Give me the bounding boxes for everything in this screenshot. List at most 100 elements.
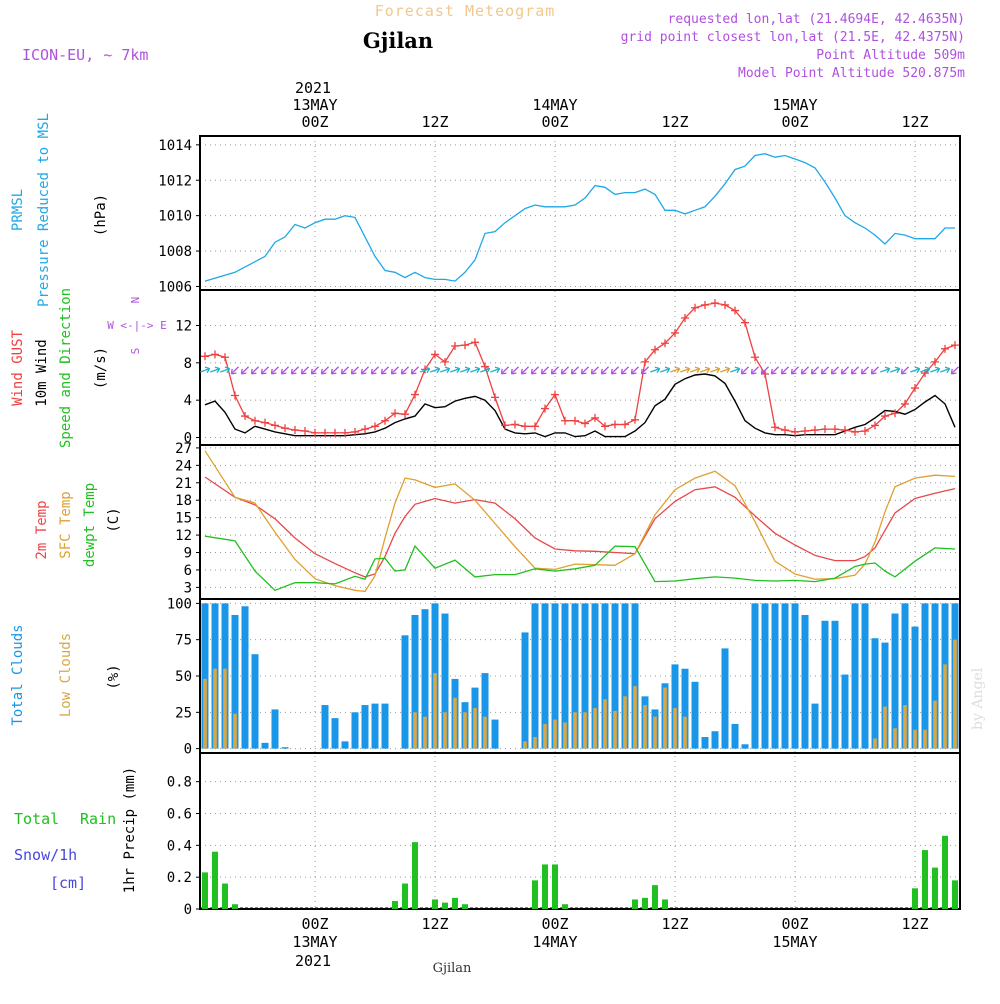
wind-arrow-head [684, 366, 691, 374]
low-cloud-bar [523, 741, 527, 749]
gust-point [611, 420, 619, 429]
wind-arrow-head [280, 368, 287, 375]
precip-bar [432, 899, 438, 909]
wind-arrow-head [924, 366, 931, 374]
wind-arrow [310, 366, 319, 375]
total-cloud-bar [841, 674, 849, 749]
wind-arrow-shaft [531, 366, 539, 375]
gust-point [691, 303, 699, 312]
precip-bar [912, 888, 918, 909]
total-cloud-bar [901, 603, 909, 749]
wind-arrow [470, 366, 481, 374]
wind-arrow-head [724, 366, 731, 374]
low-cloud-bar [573, 712, 577, 749]
gust-point [681, 314, 689, 323]
total-cloud-bar [441, 613, 449, 749]
total-cloud-bar [701, 737, 709, 749]
gust-point [231, 391, 239, 400]
low-cloud-bar [233, 713, 237, 749]
wind-arrow-shaft [581, 366, 589, 375]
pressure-line [204, 153, 955, 282]
low-cloud-bar [933, 700, 937, 749]
pressure-label-msl: Pressure Reduced to MSL [36, 113, 52, 307]
marks-layer [200, 153, 960, 909]
total-cloud-bar [321, 705, 329, 749]
wind-arrow-head [770, 368, 777, 375]
model-label: ICON-EU, ~ 7km [22, 46, 148, 64]
wind-arrow-head [800, 368, 807, 375]
gust-point [451, 342, 459, 351]
requested-lonlat: requested lon,lat (21.4694E, 42.4635N) [668, 12, 965, 27]
wind-arrow [480, 366, 491, 374]
wind-arrow-shaft [761, 366, 769, 375]
total-cloud-bar [671, 664, 679, 749]
gust-point [361, 425, 369, 434]
precip-bar [642, 897, 648, 909]
wind-arrow [740, 366, 749, 375]
year-label-top: 2021 [295, 79, 331, 97]
wind-arrow-head [884, 366, 891, 374]
wind-arrow [350, 366, 359, 375]
wind-label-gust: Wind GUST [10, 330, 26, 406]
wind-arrow-shaft [241, 366, 249, 375]
gust-point [851, 427, 859, 436]
precip-bar [402, 883, 408, 909]
wind-arrow-head [570, 368, 577, 375]
pressure-ytick-label: 1014 [158, 138, 192, 154]
precip-bar [212, 851, 218, 909]
total-cloud-bar [381, 703, 389, 749]
wind-arrow [430, 366, 441, 374]
gust-point [331, 428, 339, 437]
time-tick-label-bottom: 00Z [301, 915, 328, 933]
date-label-top: 15MAY [772, 96, 817, 114]
gust-point [461, 341, 469, 350]
wind-arrow [580, 366, 589, 375]
wind-arrow-shaft [601, 366, 609, 375]
gust-point [701, 300, 709, 309]
wind-arrow-shaft [311, 366, 319, 375]
total-cloud-bar [801, 614, 809, 749]
wind-arrow-head [410, 368, 417, 375]
cloud-unit: (%) [106, 664, 122, 689]
wind-arrow-shaft [411, 366, 419, 375]
wind-arrow-shaft [641, 366, 649, 375]
wind-arrow [750, 366, 759, 375]
date-label-top: 14MAY [532, 96, 577, 114]
credit-watermark: by Angel [970, 667, 986, 730]
total-cloud-bar [721, 648, 729, 749]
gust-line [204, 302, 956, 434]
precip-bar [202, 872, 208, 909]
wind-arrow-head [360, 368, 367, 375]
wind-arrow [660, 366, 671, 374]
wind-arrow-shaft [660, 367, 670, 373]
wind-arrow-head [860, 368, 867, 375]
wind-arrow-head [914, 366, 921, 374]
wind-arrow [920, 366, 931, 374]
wind-arrow [610, 366, 619, 375]
precip-bar [442, 902, 448, 909]
low-cloud-bar [483, 716, 487, 749]
wind-arrow-shaft [741, 366, 749, 375]
wind-arrow-shaft [220, 367, 230, 373]
wind-arrow-shaft [720, 367, 730, 373]
time-tick-label-top: 00Z [301, 113, 328, 131]
wind-arrow-shaft [430, 367, 440, 373]
precip-bar [412, 842, 418, 909]
wind-arrow-head [580, 368, 587, 375]
gust-point [511, 420, 519, 429]
gust-point [211, 350, 219, 359]
wind-arrow-shaft [730, 367, 740, 373]
compass-row: W <-|-> E [107, 319, 167, 332]
gust-point [411, 390, 419, 399]
wind-label-dir: Speed and Direction [58, 288, 74, 448]
wind-arrow [600, 366, 609, 375]
wind-arrow-head [750, 368, 757, 375]
wind-arrow-head [434, 366, 441, 374]
wind-arrow-shaft [781, 366, 789, 375]
wind-arrow-head [300, 368, 307, 375]
wind-arrow [550, 366, 559, 375]
wind-arrow-head [540, 368, 547, 375]
wind-arrow-head [224, 366, 231, 374]
wind-ytick-label: 8 [184, 356, 192, 372]
wind-arrow [880, 366, 891, 374]
